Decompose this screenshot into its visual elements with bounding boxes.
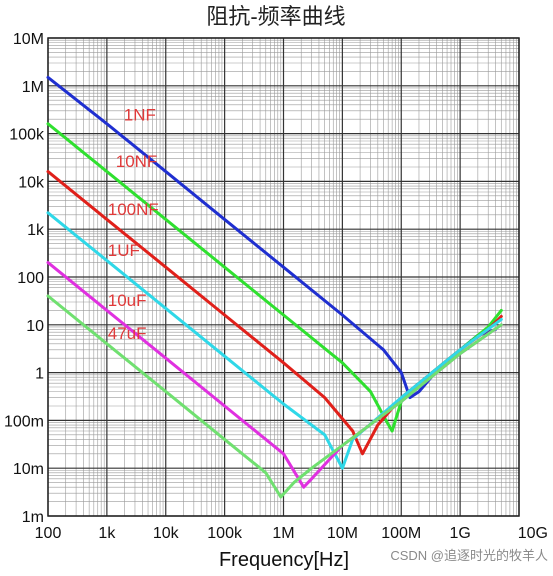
x-tick-label: 100k	[207, 525, 243, 542]
x-tick-label: 1k	[98, 525, 116, 542]
y-tick-label: 100k	[9, 127, 45, 144]
series-label-1nf: 1NF	[124, 106, 156, 125]
series-labels: 1NF 10NF 100NF 1UF 10uF 47uF	[108, 106, 159, 344]
x-tick-label: 100M	[381, 525, 421, 542]
x-tick-label: 10M	[327, 525, 358, 542]
series-label-10uf: 10uF	[108, 291, 147, 310]
series-label-47uf: 47uF	[108, 324, 147, 343]
y-tick-label: 10k	[18, 174, 45, 191]
x-tick-labels: 100 1k 10k 100k 1M 10M 100M 1G 10G	[35, 525, 548, 542]
plot-area-frame	[47, 37, 520, 517]
x-tick-label: 10G	[518, 525, 548, 542]
chart-title: 阻抗-频率曲线	[206, 4, 345, 29]
series-label-100nf: 100NF	[108, 200, 159, 219]
y-tick-label: 100m	[4, 413, 44, 430]
watermark-text: CSDN @追逐时光的牧羊人	[390, 548, 548, 563]
y-tick-label: 10	[26, 318, 44, 335]
y-tick-label: 1m	[22, 509, 44, 526]
y-tick-labels: 10M 1M 100k 10k 1k 100 10 1 100m 10m 1m	[4, 31, 45, 526]
x-tick-label: 10k	[153, 525, 180, 542]
x-tick-label: 100	[35, 525, 62, 542]
x-axis-label: Frequency[Hz]	[219, 549, 349, 571]
series-line-1uf	[46, 211, 503, 470]
y-tick-label: 10m	[13, 461, 44, 478]
series-lines	[46, 75, 503, 499]
x-tick-label: 1M	[272, 525, 294, 542]
y-tick-label: 10M	[13, 31, 44, 48]
x-tick-label: 1G	[449, 525, 470, 542]
y-tick-label: 1M	[22, 79, 44, 96]
series-label-1uf: 1UF	[108, 241, 140, 260]
series-line-47uf	[46, 294, 503, 499]
y-tick-label: 100	[17, 270, 44, 287]
major-gridlines	[47, 37, 520, 517]
y-tick-label: 1k	[27, 222, 45, 239]
y-tick-label: 1	[35, 366, 44, 383]
series-label-10nf: 10NF	[116, 152, 158, 171]
